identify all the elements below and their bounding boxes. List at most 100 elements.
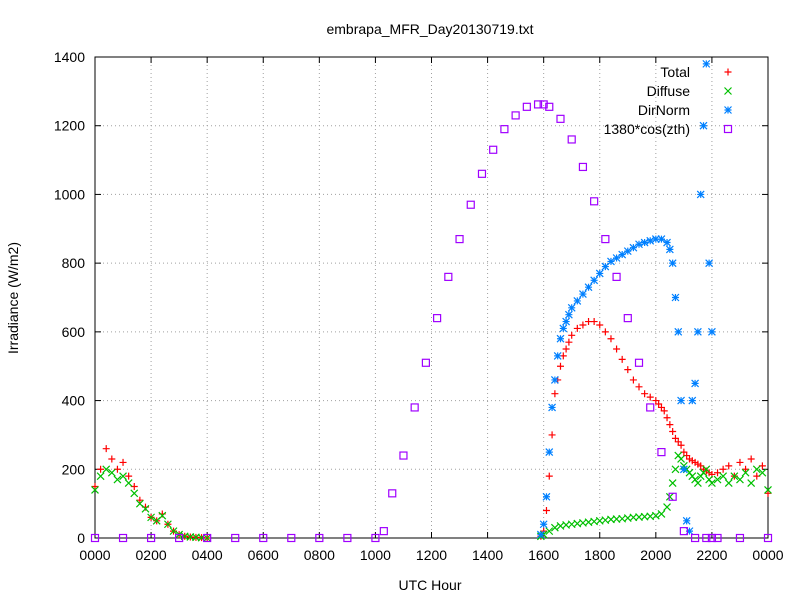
data-point — [671, 293, 680, 302]
data-point — [618, 250, 627, 259]
series-3 — [90, 100, 773, 543]
data-point — [108, 455, 116, 463]
data-point — [624, 366, 632, 374]
data-point — [691, 379, 700, 388]
data-point — [444, 272, 453, 281]
legend-marker — [724, 87, 732, 95]
legend-label: DirNorm — [638, 102, 690, 118]
data-point — [433, 314, 442, 323]
data-point — [130, 489, 139, 498]
data-point — [90, 533, 100, 543]
data-point — [545, 448, 554, 457]
data-point — [545, 527, 554, 536]
data-point — [548, 431, 556, 439]
data-point — [713, 475, 722, 484]
data-point — [564, 310, 573, 319]
series-2 — [536, 59, 716, 539]
data-point — [91, 482, 99, 490]
data-point — [567, 303, 576, 312]
data-point — [565, 338, 573, 346]
data-point — [693, 327, 702, 336]
data-point — [542, 507, 550, 515]
data-point — [573, 324, 581, 332]
data-point — [719, 472, 728, 481]
y-tick-label: 1000 — [54, 186, 85, 202]
data-point — [399, 451, 408, 460]
y-tick-label: 0 — [77, 530, 85, 546]
x-axis-label: UTC Hour — [398, 577, 461, 593]
y-tick-label: 800 — [62, 255, 86, 271]
data-point — [102, 465, 111, 474]
data-point — [674, 327, 683, 336]
data-point — [646, 393, 654, 401]
data-point — [371, 533, 380, 543]
data-point — [735, 533, 745, 543]
data-point — [556, 114, 565, 123]
data-point — [545, 472, 553, 480]
data-point — [553, 351, 562, 360]
x-tick-label: 0400 — [192, 547, 223, 563]
data-point — [641, 390, 649, 398]
data-point — [489, 145, 498, 154]
data-point — [688, 396, 697, 405]
data-point — [679, 465, 688, 474]
data-point — [590, 197, 599, 206]
data-point — [702, 533, 711, 543]
data-point — [96, 472, 105, 481]
data-point — [634, 358, 644, 367]
data-point — [567, 135, 576, 144]
data-point — [752, 465, 761, 474]
data-point — [573, 297, 582, 305]
data-point — [119, 458, 127, 466]
data-point — [595, 269, 604, 278]
data-point — [663, 503, 671, 512]
data-point — [764, 485, 772, 494]
data-point — [623, 247, 632, 256]
data-point — [158, 511, 167, 520]
data-point — [705, 259, 714, 268]
data-point — [696, 190, 705, 199]
data-point — [646, 236, 655, 245]
data-point — [136, 496, 144, 504]
data-point — [660, 407, 668, 415]
data-point — [141, 504, 150, 513]
data-point — [203, 534, 212, 542]
data-point — [607, 257, 615, 266]
data-point — [635, 240, 643, 249]
data-point — [388, 489, 397, 498]
data-point — [125, 472, 133, 480]
data-point — [550, 376, 559, 384]
data-point — [640, 238, 649, 247]
data-point — [657, 448, 666, 457]
x-tick-label: 1800 — [584, 547, 615, 563]
data-point — [657, 235, 666, 244]
data-point — [500, 125, 509, 134]
x-tick-label: 1400 — [472, 547, 503, 563]
data-point — [203, 533, 212, 543]
data-point — [646, 403, 655, 412]
data-point — [693, 479, 702, 487]
data-point — [579, 290, 587, 298]
data-point — [559, 324, 568, 333]
data-point — [665, 492, 674, 501]
x-tick-label: 0600 — [248, 547, 279, 563]
data-point — [556, 334, 565, 343]
x-tick-label: 0800 — [304, 547, 335, 563]
data-point — [231, 533, 240, 543]
data-point — [707, 327, 716, 336]
legend-label: Total — [660, 64, 690, 80]
data-point — [551, 390, 559, 398]
data-point — [163, 520, 172, 529]
y-tick-label: 1200 — [54, 118, 85, 134]
data-point — [539, 100, 548, 109]
data-point — [629, 376, 637, 384]
data-point — [719, 465, 727, 473]
data-point — [102, 445, 110, 453]
data-point — [629, 243, 638, 252]
y-tick-label: 400 — [62, 393, 86, 409]
data-point — [623, 314, 632, 323]
data-point — [613, 345, 621, 353]
legend-label: 1380*cos(zth) — [604, 121, 690, 137]
data-point — [764, 489, 772, 497]
